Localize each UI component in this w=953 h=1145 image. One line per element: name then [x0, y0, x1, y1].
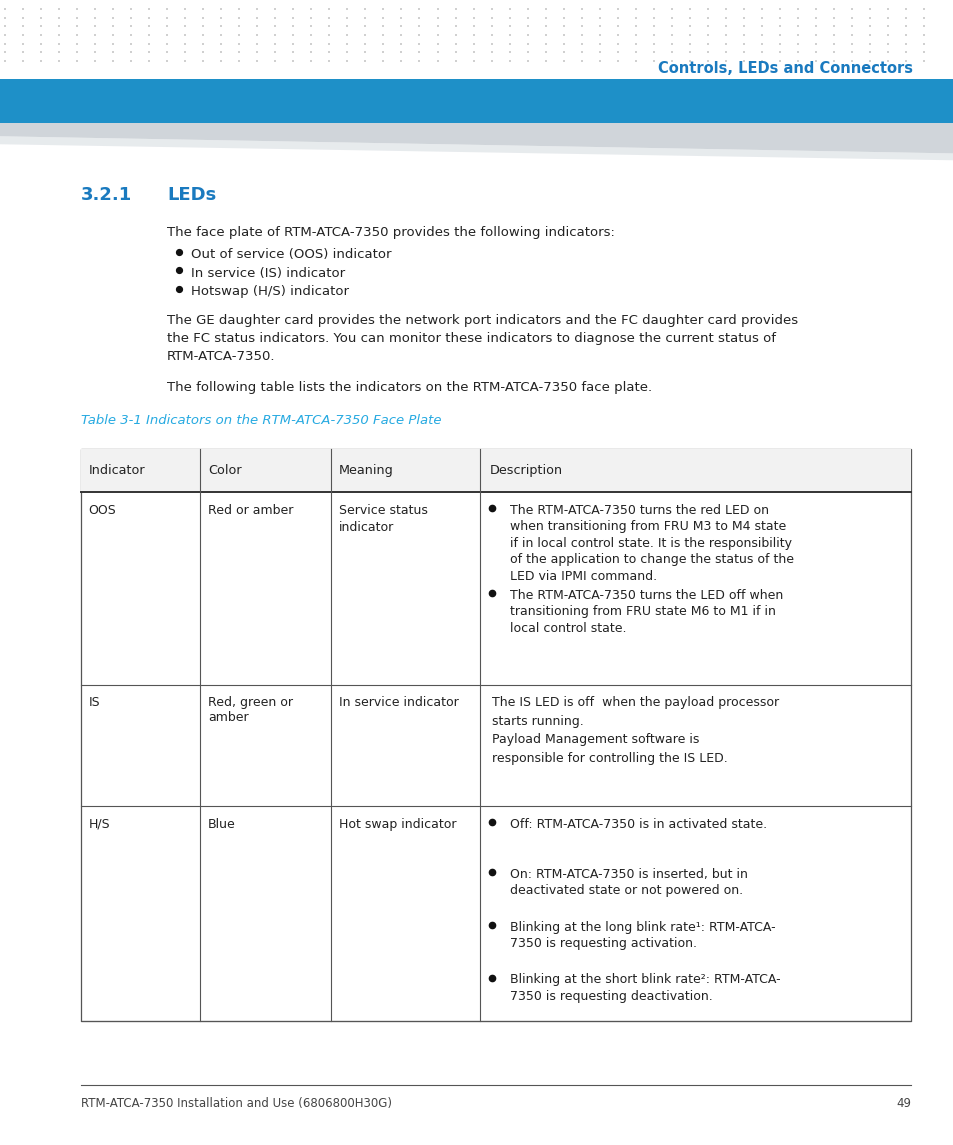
Text: Blinking at the long blink rate¹: RTM-ATCA-
7350 is requesting activation.: Blinking at the long blink rate¹: RTM-AT…: [510, 921, 775, 950]
Text: Description: Description: [489, 464, 562, 477]
Text: Controls, LEDs and Connectors: Controls, LEDs and Connectors: [658, 61, 912, 77]
Bar: [81, 449, 910, 492]
Text: The RTM-ATCA-7350 turns the red LED on
when transitioning from FRU M3 to M4 stat: The RTM-ATCA-7350 turns the red LED on w…: [510, 504, 794, 583]
Text: H/S: H/S: [89, 818, 111, 830]
Text: Meaning: Meaning: [338, 464, 393, 477]
Text: OOS: OOS: [89, 504, 116, 516]
Text: Out of service (OOS) indicator: Out of service (OOS) indicator: [191, 248, 391, 261]
Text: Blue: Blue: [208, 818, 235, 830]
Polygon shape: [0, 136, 953, 160]
Text: Off: RTM-ATCA-7350 is in activated state.: Off: RTM-ATCA-7350 is in activated state…: [510, 818, 767, 830]
Text: The IS LED is off  when the payload processor
starts running.
Payload Management: The IS LED is off when the payload proce…: [492, 696, 779, 765]
Text: RTM-ATCA-7350 Installation and Use (6806800H30G): RTM-ATCA-7350 Installation and Use (6806…: [81, 1097, 392, 1110]
Bar: [81, 449, 910, 1021]
Text: Blinking at the short blink rate²: RTM-ATCA-
7350 is requesting deactivation.: Blinking at the short blink rate²: RTM-A…: [510, 973, 781, 1003]
Text: Service status
indicator: Service status indicator: [338, 504, 427, 534]
Text: The RTM-ATCA-7350 turns the LED off when
transitioning from FRU state M6 to M1 i: The RTM-ATCA-7350 turns the LED off when…: [510, 589, 782, 634]
Text: 3.2.1: 3.2.1: [81, 185, 132, 204]
Text: Hotswap (H/S) indicator: Hotswap (H/S) indicator: [191, 285, 349, 298]
Text: Table 3-1 Indicators on the RTM-ATCA-7350 Face Plate: Table 3-1 Indicators on the RTM-ATCA-735…: [81, 414, 441, 427]
Polygon shape: [0, 123, 953, 153]
Bar: [0, 79, 953, 123]
Text: LEDs: LEDs: [167, 185, 216, 204]
Text: Red or amber: Red or amber: [208, 504, 293, 516]
Text: Color: Color: [208, 464, 241, 477]
Text: Hot swap indicator: Hot swap indicator: [338, 818, 456, 830]
Text: Red, green or
amber: Red, green or amber: [208, 696, 293, 724]
Text: 49: 49: [895, 1097, 910, 1110]
Text: IS: IS: [89, 696, 100, 709]
Text: In service indicator: In service indicator: [338, 696, 458, 709]
Text: The following table lists the indicators on the RTM-ATCA-7350 face plate.: The following table lists the indicators…: [167, 381, 652, 394]
Text: The face plate of RTM-ATCA-7350 provides the following indicators:: The face plate of RTM-ATCA-7350 provides…: [167, 226, 614, 238]
Text: On: RTM-ATCA-7350 is inserted, but in
deactivated state or not powered on.: On: RTM-ATCA-7350 is inserted, but in de…: [510, 868, 747, 898]
Text: The GE daughter card provides the network port indicators and the FC daughter ca: The GE daughter card provides the networ…: [167, 314, 798, 363]
Text: Indicator: Indicator: [89, 464, 145, 477]
Text: In service (IS) indicator: In service (IS) indicator: [191, 267, 345, 279]
